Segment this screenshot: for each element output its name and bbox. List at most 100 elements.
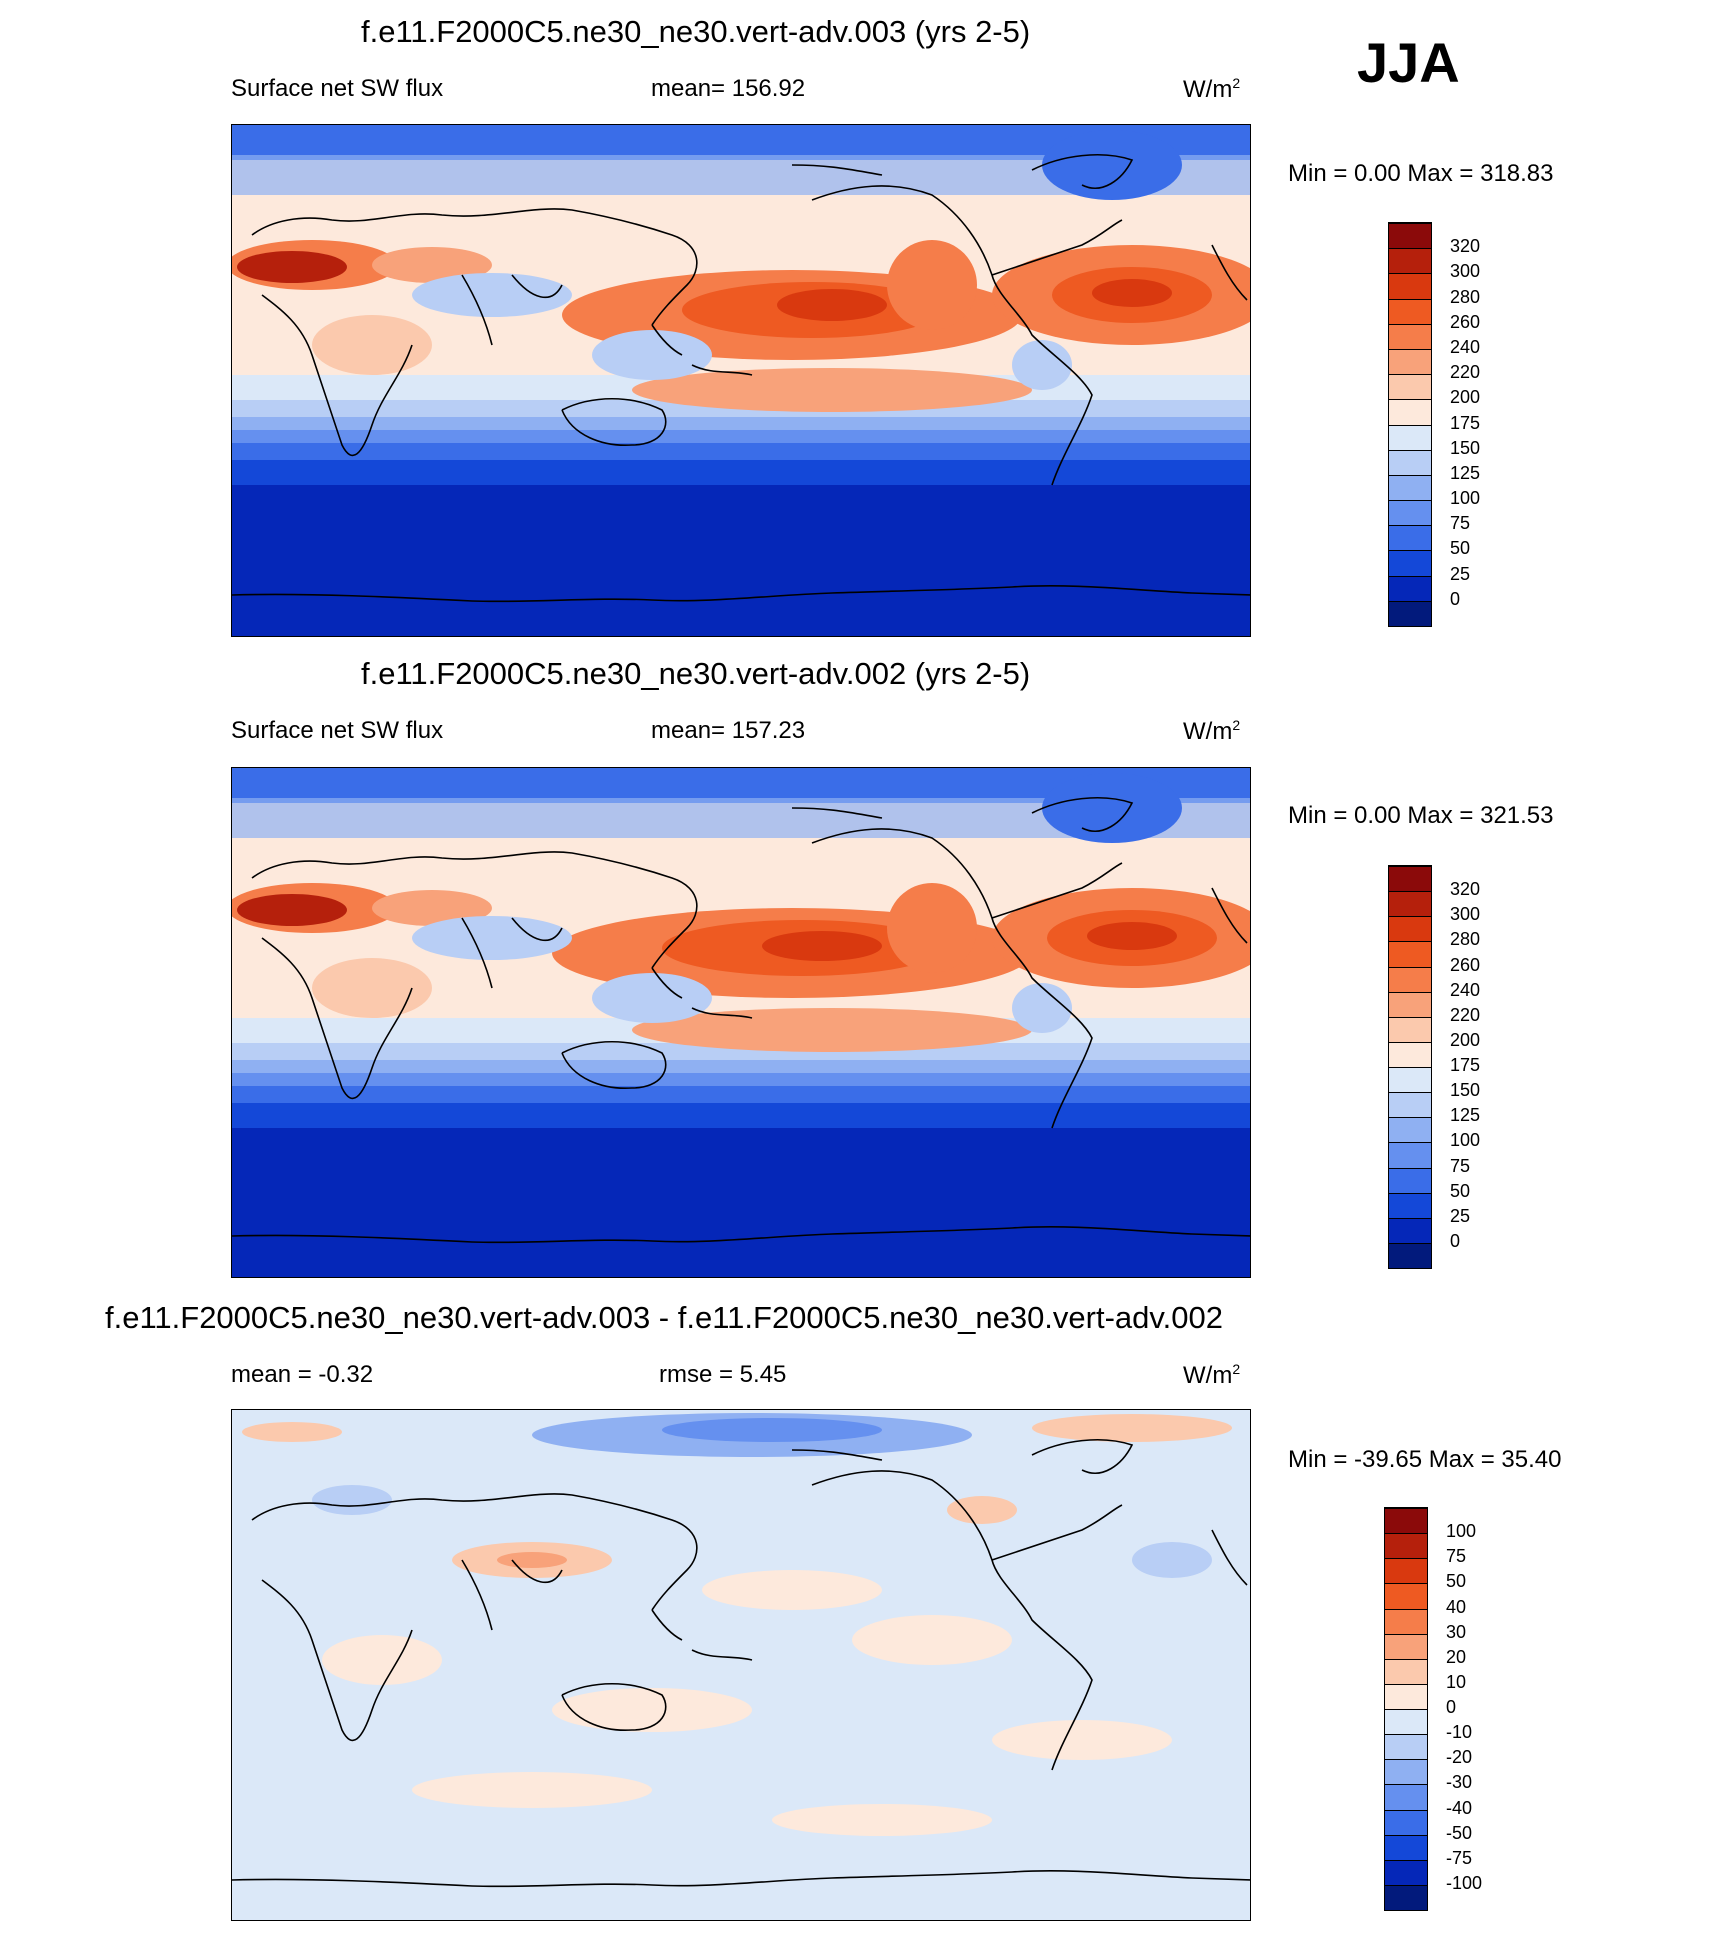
panel2-colorbar-box [1389, 1142, 1431, 1168]
panel1-colorbar-label: 0 [1450, 588, 1461, 609]
panel2-colorbar-label: 280 [1450, 929, 1481, 950]
panel2-colorbar-box [1389, 1016, 1431, 1042]
panel2-colorbar-box [1389, 891, 1431, 917]
panel1-colorbar-label: 175 [1450, 412, 1481, 433]
panel3-map [231, 1409, 1251, 1921]
panel1-colorbar-label: 100 [1450, 488, 1481, 509]
panel1-colorbar-label: 125 [1450, 462, 1481, 483]
panel2-colorbar-box [1389, 1092, 1431, 1118]
panel1-colorbar-box [1389, 600, 1431, 626]
panel1-colorbar-label: 260 [1450, 311, 1481, 332]
panel2-colorbar-label: 220 [1450, 1004, 1481, 1025]
panel1-colorbar-label: 320 [1450, 236, 1481, 257]
panel2-colorbar-label: 125 [1450, 1105, 1481, 1126]
panel3-title: f.e11.F2000C5.ne30_ne30.vert-adv.003 - f… [105, 1300, 1223, 1335]
panel1-colorbar-label: 280 [1450, 286, 1481, 307]
panel2-colorbar-box [1389, 1242, 1431, 1268]
panel2-colorbar-label: 0 [1450, 1230, 1461, 1251]
panel3-colorbar-label: -30 [1446, 1772, 1473, 1793]
panel1-colorbar-box [1389, 525, 1431, 551]
panel2-colorbar [1388, 865, 1432, 1269]
panel2-title: f.e11.F2000C5.ne30_ne30.vert-adv.002 (yr… [361, 656, 1031, 691]
panel3-units: W/m2 [1183, 1361, 1241, 1389]
panel1-colorbar-box [1389, 424, 1431, 450]
panel1-variable-label: Surface net SW flux [231, 75, 444, 102]
panel2-colorbar-label: 50 [1450, 1180, 1471, 1201]
panel1-map [231, 124, 1251, 637]
panel3-colorbar-label: -100 [1446, 1872, 1483, 1893]
panel1-colorbar-box [1389, 399, 1431, 425]
panel2-colorbar-label: 240 [1450, 979, 1481, 1000]
panel3-minmax: Min = -39.65 Max = 35.40 [1288, 1446, 1562, 1473]
panel2-colorbar-box [1389, 966, 1431, 992]
panel3-colorbar-label: 0 [1446, 1697, 1457, 1717]
panel2-colorbar-box [1389, 866, 1431, 892]
panel2-colorbar-box [1389, 991, 1431, 1017]
panel3-colorbar-label: 75 [1446, 1546, 1467, 1567]
panel3-colorbar-box [1385, 1709, 1427, 1735]
panel2-units: W/m2 [1183, 717, 1241, 745]
panel3-colorbar-label: -75 [1446, 1847, 1473, 1868]
panel1-title: f.e11.F2000C5.ne30_ne30.vert-adv.003 (yr… [361, 14, 1031, 49]
panel1-colorbar-box [1389, 374, 1431, 400]
panel2-mean-label: mean= 157.23 [651, 717, 806, 744]
panel2-map [231, 767, 1251, 1278]
panel3-colorbar-label: 20 [1446, 1646, 1467, 1667]
panel1-units: W/m2 [1183, 75, 1241, 103]
panel2-colorbar-box [1389, 1067, 1431, 1093]
panel1-colorbar-box [1389, 550, 1431, 576]
panel2-colorbar-label: 320 [1450, 879, 1481, 900]
panel2-colorbar-label: 300 [1450, 904, 1481, 925]
panel1-mean-label: mean= 156.92 [651, 75, 806, 102]
panel3-colorbar-box [1385, 1633, 1427, 1659]
panel2-map-canvas [232, 768, 1250, 1277]
panel3-map-canvas [232, 1410, 1250, 1920]
panel3-colorbar-box [1385, 1558, 1427, 1584]
panel1-minmax: Min = 0.00 Max = 318.83 [1288, 160, 1554, 187]
panel3-colorbar-label: 30 [1446, 1621, 1467, 1642]
panel1-colorbar-label: 200 [1450, 387, 1481, 408]
panel3-colorbar-box [1385, 1784, 1427, 1810]
panel3-colorbar-box [1385, 1859, 1427, 1885]
panel1-colorbar-label: 150 [1450, 437, 1481, 458]
panel3-colorbar-box [1385, 1683, 1427, 1709]
panel3-colorbar-box [1385, 1884, 1427, 1910]
panel3-colorbar-label: -50 [1446, 1822, 1473, 1843]
panel2-colorbar-box [1389, 1192, 1431, 1218]
panel3-colorbar-label: 40 [1446, 1596, 1467, 1617]
panel2-colorbar-label: 260 [1450, 954, 1481, 975]
panel1-colorbar-label: 300 [1450, 261, 1481, 282]
panel3-colorbar-box [1385, 1834, 1427, 1860]
panel3-colorbar [1384, 1507, 1428, 1911]
panel3-mean-label: mean = -0.32 [231, 1361, 374, 1388]
panel2-colorbar-label: 200 [1450, 1029, 1481, 1050]
panel1-colorbar-box [1389, 298, 1431, 324]
panel3-colorbar-label: -20 [1446, 1747, 1473, 1768]
panel2-colorbar-label: 150 [1450, 1080, 1481, 1101]
panel1-colorbar-box [1389, 449, 1431, 475]
panel3-colorbar-box [1385, 1658, 1427, 1684]
panel2-colorbar-label: 25 [1450, 1205, 1471, 1226]
panel1-colorbar-box [1389, 248, 1431, 274]
panel1-colorbar-box [1389, 500, 1431, 526]
panel3-colorbar-label: 50 [1446, 1571, 1467, 1592]
panel3-rmse-label: rmse = 5.45 [659, 1361, 787, 1388]
panel2-colorbar-box [1389, 941, 1431, 967]
panel2-colorbar-label: 75 [1450, 1155, 1471, 1176]
panel1-colorbar-box [1389, 474, 1431, 501]
panel3-colorbar-label: -10 [1446, 1722, 1473, 1743]
panel2-colorbar-box [1389, 1167, 1431, 1193]
panel2-variable-label: Surface net SW flux [231, 717, 444, 744]
panel1-colorbar-label: 220 [1450, 362, 1481, 383]
panel2-colorbar-box [1389, 1217, 1431, 1243]
panel2-colorbar-box [1389, 1041, 1431, 1067]
panel1-colorbar-box [1389, 575, 1431, 601]
panel3-colorbar-box [1385, 1508, 1427, 1534]
season-label: JJA [1357, 31, 1460, 94]
panel1-colorbar-label: 25 [1450, 563, 1471, 584]
panel1-colorbar-box [1389, 348, 1431, 375]
panel1-colorbar-label: 75 [1450, 513, 1471, 534]
panel2-colorbar-box [1389, 916, 1431, 942]
panel2-colorbar-label: 175 [1450, 1055, 1481, 1075]
panel3-colorbar-label: 100 [1446, 1521, 1477, 1542]
